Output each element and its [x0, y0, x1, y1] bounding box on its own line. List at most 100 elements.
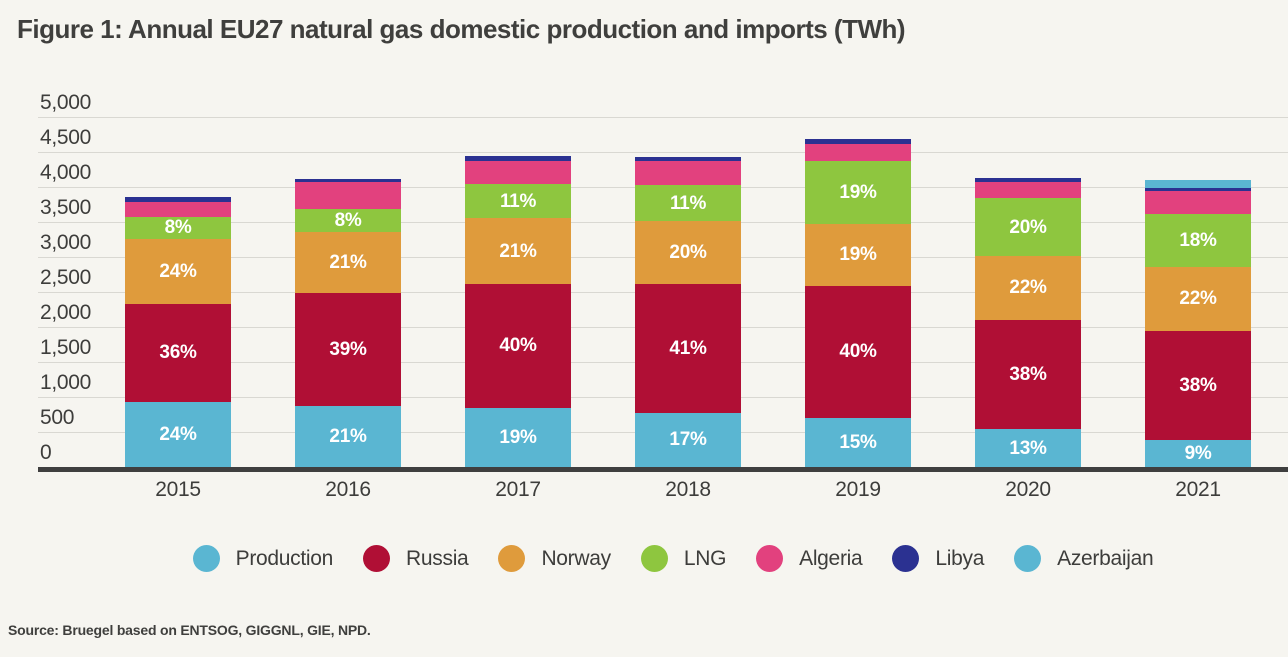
y-tick-label: 3,000 [40, 231, 92, 254]
legend-marker-icon [1014, 545, 1042, 572]
legend-item-lng: LNG [640, 545, 727, 572]
bar-segment-label: 21% [329, 426, 367, 447]
legend-marker-icon [640, 545, 668, 572]
gridline [38, 117, 1288, 118]
gridline [38, 152, 1288, 153]
y-tick-label: 3,500 [40, 196, 92, 219]
bar-segment-label: 8% [164, 217, 192, 239]
bar-segment-label: 18% [1179, 229, 1217, 251]
legend-marker-icon [892, 545, 920, 572]
legend-label: Libya [935, 546, 985, 570]
legend-label: Algeria [799, 546, 863, 570]
bar-segment-norway: 22% [1145, 266, 1251, 331]
x-axis-label-2018: 2018 [665, 478, 711, 501]
bar-segment-label: 9% [1184, 443, 1212, 465]
bar-segment-label: 8% [334, 209, 362, 231]
source-note: Source: Bruegel based on ENTSOG, GIGGNL,… [8, 622, 371, 638]
x-axis-label-2021: 2021 [1175, 478, 1221, 501]
y-tick-label: 4,000 [40, 161, 92, 184]
bar-segment-russia: 38% [1145, 330, 1251, 441]
bar-segment-algeria [975, 182, 1081, 199]
bar-2019: 15% 40% 19% 19% [805, 139, 911, 467]
y-tick-label: 500 [40, 406, 75, 429]
bar-segment-algeria [465, 161, 571, 185]
bar-segment-production: 24% [125, 401, 231, 467]
legend-label: LNG [683, 546, 727, 570]
bar-segment-label: 21% [329, 252, 367, 274]
bar-segment-algeria [635, 160, 741, 186]
bar-segment-azerbaijan [1145, 180, 1251, 189]
bar-segment-label: 38% [1009, 364, 1047, 386]
bar-segment-production: 9% [1145, 440, 1251, 467]
bar-segment-libya [465, 156, 571, 162]
bar-segment-label: 11% [669, 192, 707, 214]
legend: Production Russia Norway LNG Algeria Libya Aze… [0, 545, 1288, 572]
legend-item-algeria: Algeria [756, 545, 863, 572]
bar-segment-label: 38% [1179, 374, 1217, 396]
bar-segment-norway: 20% [635, 220, 741, 285]
legend-marker-icon [498, 545, 526, 572]
bar-segment-algeria [125, 201, 231, 217]
bar-2017: 19% 40% 21% 11% [465, 156, 571, 467]
y-tick-label: 4,500 [40, 126, 92, 149]
legend-item-russia: Russia [363, 545, 469, 572]
legend-marker-icon [756, 545, 784, 572]
legend-label: Azerbaijan [1057, 546, 1154, 570]
y-tick-label: 1,500 [40, 336, 92, 359]
bar-segment-lng: 11% [465, 184, 571, 219]
x-axis-label-2015: 2015 [155, 478, 201, 501]
x-axis-label-2019: 2019 [835, 478, 881, 501]
bar-segment-label: 22% [1009, 277, 1047, 299]
bar-segment-label: 40% [839, 341, 877, 363]
bar-segment-production: 13% [975, 429, 1081, 467]
legend-item-azerbaijan: Azerbaijan [1014, 545, 1154, 572]
bar-2020: 13% 38% 22% 20% [975, 178, 1081, 467]
bar-segment-production: 21% [295, 406, 401, 467]
bar-segment-algeria [1145, 191, 1251, 215]
x-axis-label-2020: 2020 [1005, 478, 1051, 501]
x-axis-label-2016: 2016 [325, 478, 371, 501]
legend-marker-icon [192, 545, 220, 572]
bar-2021: 9% 38% 22% 18% [1145, 180, 1251, 467]
bar-segment-label: 36% [159, 342, 197, 364]
bar-segment-label: 24% [159, 423, 197, 445]
bar-segment-russia: 41% [635, 284, 741, 413]
bar-segment-algeria [295, 182, 401, 209]
bar-segment-norway: 24% [125, 238, 231, 305]
bar-segment-norway: 21% [295, 232, 401, 294]
legend-item-libya: Libya [892, 545, 984, 572]
bar-segment-lng: 19% [805, 161, 911, 224]
bar-segment-label: 24% [159, 260, 197, 282]
bar-segment-label: 41% [669, 338, 707, 360]
x-axis-label-2017: 2017 [495, 478, 541, 501]
bar-segment-norway: 19% [805, 223, 911, 287]
y-tick-label: 0 [40, 441, 52, 464]
y-tick-label: 2,000 [40, 301, 92, 324]
bar-segment-russia: 40% [805, 286, 911, 418]
bar-segment-label: 20% [669, 242, 707, 264]
legend-label: Russia [406, 546, 469, 570]
bar-segment-libya [125, 197, 231, 202]
bar-segment-libya [1145, 188, 1251, 192]
bar-2016: 21% 39% 21% 8% [295, 179, 401, 467]
bar-segment-label: 15% [839, 431, 877, 453]
bar-segment-label: 11% [499, 190, 537, 212]
bar-segment-label: 21% [499, 240, 537, 262]
bar-segment-production: 19% [465, 407, 571, 467]
bar-segment-russia: 36% [125, 304, 231, 402]
bar-segment-norway: 22% [975, 256, 1081, 320]
bar-segment-label: 39% [329, 339, 367, 361]
bar-segment-label: 40% [499, 335, 537, 357]
y-tick-label: 5,000 [40, 91, 92, 114]
legend-label: Norway [541, 546, 611, 570]
legend-item-production: Production [192, 545, 334, 572]
legend-item-norway: Norway [498, 545, 611, 572]
bar-segment-label: 13% [1009, 437, 1047, 459]
bar-segment-lng: 8% [125, 216, 231, 239]
bar-segment-production: 17% [635, 412, 741, 467]
bar-segment-label: 19% [499, 426, 537, 448]
legend-marker-icon [363, 545, 391, 572]
legend-label: Production [235, 546, 334, 570]
